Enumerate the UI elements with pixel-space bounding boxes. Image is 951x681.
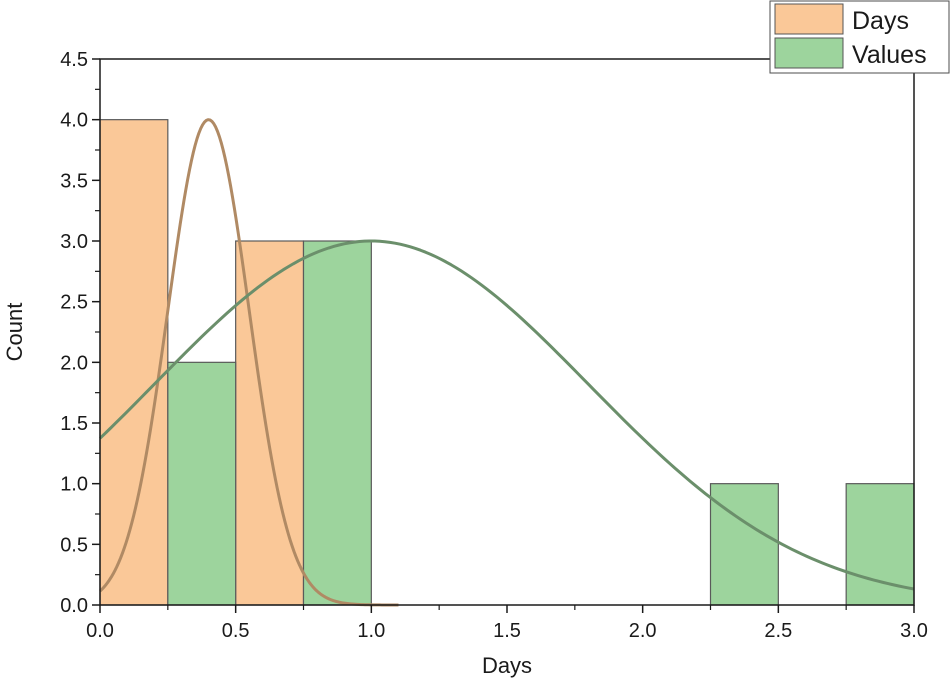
x-tick-label: 1.0 <box>357 620 385 642</box>
legend-label-values: Values <box>852 41 927 69</box>
y-tick-label: 4.0 <box>60 110 88 132</box>
x-tick-label: 0.0 <box>86 620 114 642</box>
fit-curve-values <box>98 239 915 591</box>
y-tick-label: 0.0 <box>60 595 88 617</box>
ticks-layer: 0.0 0.5 1.0 1.5 2.0 2.5 3.0 0.0 0.5 1.0 1.5 2.0 2.5 3… <box>60 49 928 642</box>
y-tick-label: 2.0 <box>60 352 88 374</box>
legend: Days Values <box>769 0 950 74</box>
legend-label-days: Days <box>852 7 909 35</box>
bars-layer <box>99 119 915 606</box>
x-tick-label: 1.5 <box>493 620 521 642</box>
x-tick-label: 2.0 <box>629 620 657 642</box>
legend-swatch-days <box>774 3 844 35</box>
y-tick-label: 0.5 <box>60 534 88 556</box>
x-tick-label: 3.0 <box>900 620 928 642</box>
x-axis-title: Days <box>482 653 532 678</box>
x-tick-label: 0.5 <box>222 620 250 642</box>
fit-curve-days <box>98 118 399 607</box>
x-tick-label: 2.5 <box>764 620 792 642</box>
y-tick-label: 3.5 <box>60 170 88 192</box>
fit-curves-layer <box>98 118 915 607</box>
y-tick-label: 3.0 <box>60 231 88 253</box>
bar-values-0 <box>167 361 237 606</box>
y-tick-label: 1.5 <box>60 413 88 435</box>
bar-values-2 <box>709 483 779 606</box>
y-axis-title: Count <box>2 303 27 362</box>
bar-values-1 <box>302 240 372 606</box>
bar-values-3 <box>845 483 915 606</box>
legend-swatch-values <box>774 37 844 69</box>
y-tick-label: 1.0 <box>60 474 88 496</box>
bar-days-0 <box>99 119 169 606</box>
y-tick-label: 4.5 <box>60 49 88 71</box>
y-tick-label: 2.5 <box>60 292 88 314</box>
